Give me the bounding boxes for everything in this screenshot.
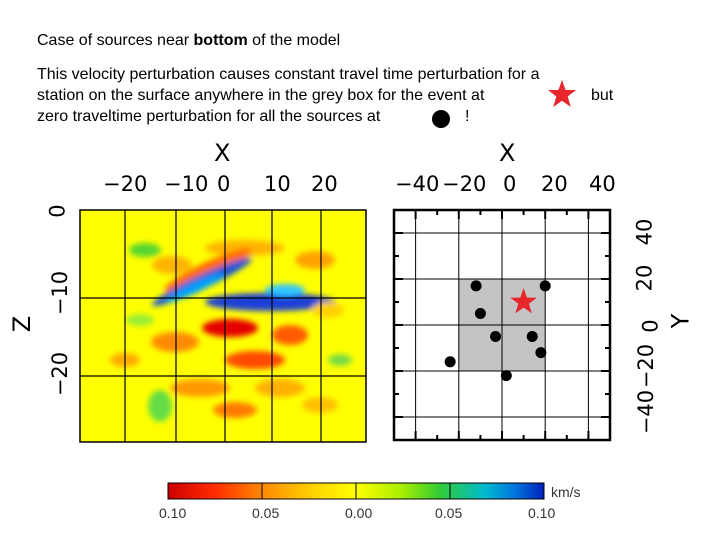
colorbar-tick: 0.05 (252, 505, 280, 521)
dot-icon (432, 110, 450, 128)
heading-bold: bottom (193, 32, 248, 49)
heading-suffix: of the model (247, 32, 341, 49)
colorbar-tick: 0.10 (159, 505, 187, 521)
colorbar (167, 482, 545, 500)
source-point (474, 308, 486, 319)
velocity-perturbation-section (79, 209, 367, 443)
source-point (535, 347, 547, 359)
right-x-tick: 20 (541, 172, 568, 196)
colorbar-unit: km/s (551, 484, 581, 500)
colorbar-tick: 0.05 (435, 505, 463, 521)
left-z-tick: −10 (48, 270, 73, 316)
description-line1: This velocity perturbation causes consta… (37, 66, 540, 83)
left-x-tick: 10 (264, 172, 291, 196)
left-x-tick: 20 (311, 172, 338, 196)
heading-prefix: Case of sources near (37, 32, 194, 49)
description-line3-start: zero traveltime perturbation for all the… (37, 108, 381, 125)
left-x-axis-label: X (214, 139, 231, 167)
right-y-tick: 20 (632, 264, 657, 292)
left-z-tick: 0 (45, 204, 70, 218)
left-z-tick: −20 (48, 351, 73, 397)
left-z-axis-label: Z (8, 315, 37, 333)
right-x-tick: 0 (503, 172, 517, 196)
source-point (526, 331, 538, 342)
right-y-tick: 0 (638, 319, 663, 333)
right-y-tick: −20 (634, 343, 659, 389)
source-point (500, 370, 512, 382)
source-point (470, 280, 482, 292)
star-icon (548, 80, 576, 107)
right-x-tick: 40 (589, 172, 616, 196)
source-point (490, 331, 502, 342)
right-x-axis-label: X (499, 139, 516, 167)
right-x-tick: −20 (442, 172, 487, 196)
left-x-tick: −20 (103, 172, 148, 196)
description-line3-end: ! (465, 108, 470, 125)
event-star (510, 288, 537, 314)
right-x-tick: −40 (395, 172, 440, 196)
heading: Case of sources near bottom of the model (37, 31, 340, 50)
right-y-axis-label: Y (666, 313, 695, 329)
left-x-tick: −10 (164, 172, 209, 196)
colorbar-tick: 0.00 (345, 505, 373, 521)
source-location-map (392, 208, 612, 442)
right-y-tick: −40 (634, 389, 659, 435)
description-line2-start: station on the surface anywhere in the g… (37, 87, 485, 104)
right-y-tick: 40 (632, 218, 657, 246)
colorbar-tick: 0.10 (528, 505, 556, 521)
source-point (444, 356, 456, 368)
source-point (539, 280, 551, 292)
description-line2-end: but (591, 87, 614, 104)
left-x-tick: 0 (217, 172, 231, 196)
